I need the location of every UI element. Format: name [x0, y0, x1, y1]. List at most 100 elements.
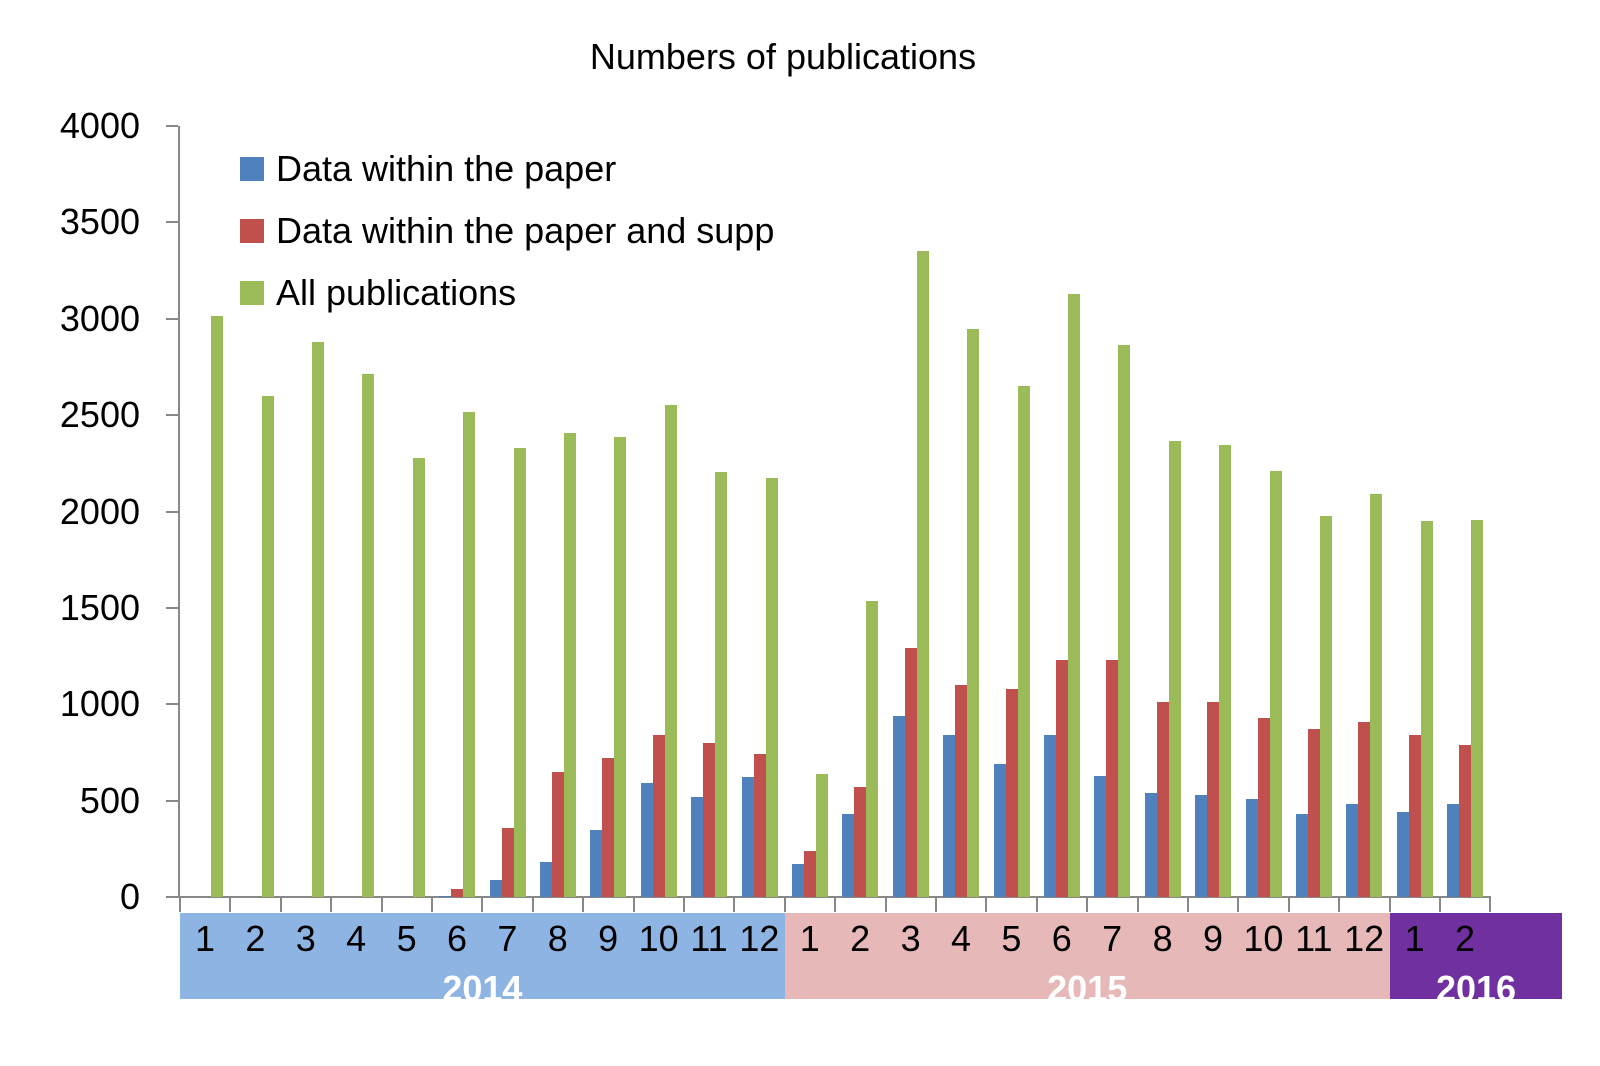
- bar-blue: [640, 783, 653, 897]
- y-tick-label: 4000: [59, 105, 140, 146]
- bar-green: [312, 341, 324, 897]
- bar-green: [916, 251, 929, 897]
- bar-red: [904, 648, 917, 897]
- year-band-2016: [1389, 913, 1563, 999]
- bar-green: [564, 433, 576, 897]
- bar-green: [1420, 521, 1433, 897]
- y-tick-mark: [166, 221, 178, 224]
- bar-blue: [691, 796, 704, 897]
- bar-blue: [1396, 812, 1409, 897]
- bar-green: [513, 447, 526, 897]
- x-tick-mark: [1086, 896, 1089, 912]
- month-label: 6: [1051, 918, 1072, 959]
- bar-blue: [993, 764, 1006, 897]
- month-label: 8: [1152, 918, 1173, 959]
- y-tick-mark: [166, 414, 178, 417]
- bar-green: [412, 457, 425, 897]
- bar-red: [1358, 721, 1371, 897]
- month-label: 12: [739, 918, 780, 959]
- bar-green: [1118, 344, 1131, 897]
- bar-red: [1005, 688, 1018, 897]
- month-label: 2: [1454, 918, 1476, 959]
- x-tick-mark: [985, 896, 988, 912]
- legend-label: Data within the paper: [276, 148, 617, 189]
- y-tick-label: 500: [79, 779, 140, 821]
- x-tick-mark: [1287, 896, 1290, 912]
- y-tick-mark: [166, 799, 178, 802]
- x-tick-mark: [1237, 896, 1240, 912]
- bar-blue: [1296, 814, 1308, 897]
- bar-red: [804, 850, 816, 897]
- bar-blue: [540, 862, 552, 897]
- bar-green: [1269, 471, 1282, 897]
- x-tick-mark: [229, 896, 232, 912]
- bar-green: [1017, 386, 1030, 897]
- bar-blue: [1447, 804, 1460, 897]
- x-tick-mark: [1136, 896, 1139, 912]
- x-tick-mark: [179, 896, 181, 912]
- bar-green: [715, 471, 728, 897]
- month-label: 11: [690, 918, 728, 959]
- bar-green: [1370, 494, 1383, 897]
- month-label: 1: [799, 918, 820, 959]
- month-label: 9: [1202, 918, 1224, 959]
- bar-green: [967, 329, 980, 897]
- bar-green: [362, 373, 375, 897]
- x-tick-mark: [330, 896, 333, 912]
- bar-blue: [842, 814, 855, 897]
- y-tick-label: 0: [119, 876, 140, 917]
- y-tick-label: 1500: [59, 586, 140, 628]
- x-tick-mark: [431, 896, 433, 912]
- x-tick-mark: [935, 896, 937, 912]
- bar-red: [1408, 735, 1421, 897]
- bar-red: [451, 889, 464, 897]
- month-label: 7: [497, 918, 518, 959]
- bar-red: [501, 827, 514, 897]
- x-tick-mark: [1439, 896, 1441, 912]
- legend-item: All publications: [240, 262, 774, 324]
- y-tick-mark: [166, 510, 178, 513]
- month-label: 7: [1102, 918, 1123, 959]
- bar-green: [614, 437, 627, 897]
- month-label: 4: [346, 918, 367, 959]
- x-tick-mark: [279, 896, 282, 912]
- bar-green: [463, 412, 476, 897]
- bar-red: [703, 742, 716, 897]
- year-band-2014: [180, 913, 785, 999]
- bar-red: [1308, 729, 1320, 897]
- y-tick-label: 2500: [59, 394, 140, 436]
- bar-red: [955, 684, 968, 897]
- bar-red: [1106, 659, 1119, 897]
- bar-blue: [792, 864, 804, 897]
- month-label: 9: [598, 918, 619, 959]
- month-label: 8: [547, 918, 568, 959]
- bar-green: [211, 315, 224, 897]
- x-tick-mark: [884, 896, 887, 912]
- x-tick-mark: [683, 896, 685, 912]
- bar-red: [753, 754, 766, 897]
- month-label: 12: [1344, 918, 1385, 959]
- bar-red: [1207, 702, 1220, 897]
- bar-red: [1459, 744, 1472, 897]
- chart-title: Numbers of publications: [589, 36, 977, 77]
- bar-green: [664, 405, 677, 897]
- x-tick-mark: [733, 896, 736, 912]
- month-label: 6: [446, 918, 468, 959]
- month-label: 5: [1001, 918, 1022, 959]
- y-tick-mark: [166, 896, 178, 898]
- legend-label: All publications: [276, 272, 517, 313]
- x-tick-mark: [1489, 896, 1492, 912]
- year-label-2014: 2014: [442, 968, 523, 1009]
- x-tick-mark: [1187, 896, 1189, 912]
- bar-blue: [1245, 798, 1258, 897]
- month-label: 1: [1404, 918, 1425, 959]
- legend-swatch-icon: [240, 219, 264, 243]
- bar-red: [1156, 702, 1169, 897]
- bar-blue: [1195, 794, 1208, 897]
- month-label: 10: [1243, 918, 1284, 959]
- bar-green: [816, 773, 828, 897]
- year-label-2016: 2016: [1435, 968, 1517, 1009]
- bar-red: [1257, 717, 1270, 897]
- bar-blue: [1346, 804, 1359, 897]
- x-tick-mark: [1388, 896, 1391, 912]
